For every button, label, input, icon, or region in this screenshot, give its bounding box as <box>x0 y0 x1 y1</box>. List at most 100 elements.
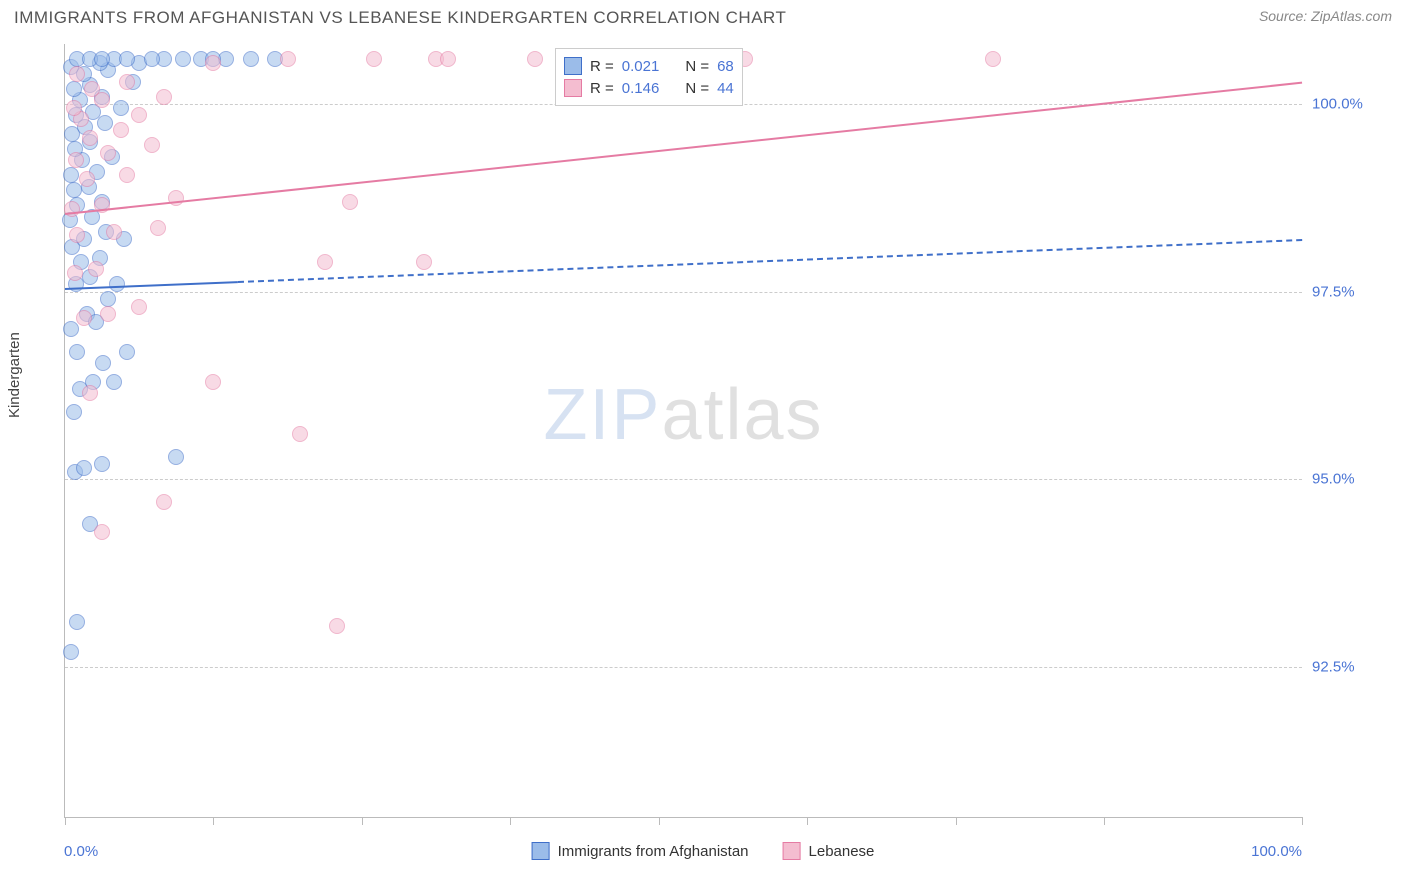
scatter-point <box>144 137 160 153</box>
scatter-point <box>156 89 172 105</box>
gridline <box>65 479 1302 480</box>
watermark-part2: atlas <box>661 375 823 455</box>
x-axis-max-label: 100.0% <box>1251 843 1302 860</box>
trend-line <box>238 239 1302 283</box>
scatter-point <box>106 374 122 390</box>
chart-area: Kindergarten ZIPatlas R =0.021N =68R =0.… <box>14 44 1392 878</box>
bottom-legend: Immigrants from Afghanistan Lebanese <box>532 842 875 860</box>
scatter-point <box>366 51 382 67</box>
chart-header: IMMIGRANTS FROM AFGHANISTAN VS LEBANESE … <box>0 0 1406 32</box>
scatter-point <box>119 74 135 90</box>
source-attribution: Source: ZipAtlas.com <box>1259 8 1392 24</box>
x-tick <box>213 817 214 825</box>
scatter-point <box>69 66 85 82</box>
scatter-point <box>985 51 1001 67</box>
scatter-point <box>144 51 160 67</box>
source-prefix: Source: <box>1259 8 1311 24</box>
scatter-point <box>94 51 110 67</box>
scatter-point <box>63 321 79 337</box>
scatter-point <box>76 310 92 326</box>
scatter-point <box>131 107 147 123</box>
scatter-point <box>63 167 79 183</box>
scatter-point <box>66 404 82 420</box>
scatter-point <box>66 81 82 97</box>
x-tick <box>362 817 363 825</box>
scatter-point <box>416 254 432 270</box>
scatter-point <box>440 51 456 67</box>
scatter-point <box>106 224 122 240</box>
scatter-point <box>69 227 85 243</box>
scatter-point <box>119 51 135 67</box>
x-tick <box>1302 817 1303 825</box>
scatter-point <box>150 220 166 236</box>
stats-row: R = 0.021 N = 68 <box>564 55 734 77</box>
scatter-point <box>329 618 345 634</box>
stat-N-value: 68 <box>717 58 734 75</box>
scatter-point <box>205 55 221 71</box>
scatter-point <box>156 494 172 510</box>
x-tick <box>956 817 957 825</box>
scatter-point <box>94 524 110 540</box>
scatter-point <box>113 100 129 116</box>
x-tick <box>659 817 660 825</box>
scatter-point <box>342 194 358 210</box>
scatter-point <box>69 344 85 360</box>
scatter-point <box>68 152 84 168</box>
stat-N-label: N = <box>685 58 709 75</box>
scatter-point <box>63 644 79 660</box>
scatter-point <box>292 426 308 442</box>
source-name: ZipAtlas.com <box>1311 8 1392 24</box>
y-tick-label: 92.5% <box>1312 658 1382 675</box>
stats-legend-box: R = 0.021 N = 68 R = 0.146 N = 44 <box>555 48 743 106</box>
x-tick <box>65 817 66 825</box>
y-axis-label: Kindergarten <box>6 332 23 418</box>
scatter-point <box>280 51 296 67</box>
scatter-point <box>317 254 333 270</box>
scatter-point <box>94 456 110 472</box>
legend-item-lebanese: Lebanese <box>783 842 875 860</box>
stat-R-label: R = <box>590 58 614 75</box>
watermark-part1: ZIP <box>543 375 661 455</box>
chart-title: IMMIGRANTS FROM AFGHANISTAN VS LEBANESE … <box>14 8 786 28</box>
legend-swatch <box>532 842 550 860</box>
scatter-point <box>109 276 125 292</box>
scatter-point <box>100 291 116 307</box>
scatter-point <box>69 614 85 630</box>
plot-region: ZIPatlas R =0.021N =68R =0.146N =44 92.5… <box>64 44 1302 818</box>
scatter-point <box>205 374 221 390</box>
stat-N-label: N = <box>685 80 709 97</box>
x-tick <box>510 817 511 825</box>
scatter-point <box>168 449 184 465</box>
scatter-point <box>175 51 191 67</box>
scatter-point <box>76 460 92 476</box>
scatter-point <box>119 167 135 183</box>
gridline <box>65 292 1302 293</box>
watermark: ZIPatlas <box>543 374 823 456</box>
scatter-point <box>131 299 147 315</box>
y-tick-label: 95.0% <box>1312 471 1382 488</box>
stat-R-label: R = <box>590 80 614 97</box>
stats-swatch <box>564 57 582 75</box>
scatter-point <box>527 51 543 67</box>
stat-R-value: 0.021 <box>622 58 660 75</box>
y-tick-label: 97.5% <box>1312 283 1382 300</box>
scatter-point <box>113 122 129 138</box>
x-axis-min-label: 0.0% <box>64 843 98 860</box>
scatter-point <box>84 81 100 97</box>
gridline <box>65 667 1302 668</box>
stat-N-value: 44 <box>717 80 734 97</box>
legend-label: Lebanese <box>809 843 875 860</box>
stats-row: R = 0.146 N = 44 <box>564 77 734 99</box>
stats-swatch <box>564 79 582 97</box>
scatter-point <box>243 51 259 67</box>
scatter-point <box>119 344 135 360</box>
y-tick-label: 100.0% <box>1312 96 1382 113</box>
scatter-point <box>88 261 104 277</box>
scatter-point <box>79 171 95 187</box>
legend-item-afghanistan: Immigrants from Afghanistan <box>532 842 749 860</box>
scatter-point <box>66 100 82 116</box>
legend-swatch <box>783 842 801 860</box>
scatter-point <box>100 306 116 322</box>
stat-R-value: 0.146 <box>622 80 660 97</box>
x-tick <box>807 817 808 825</box>
